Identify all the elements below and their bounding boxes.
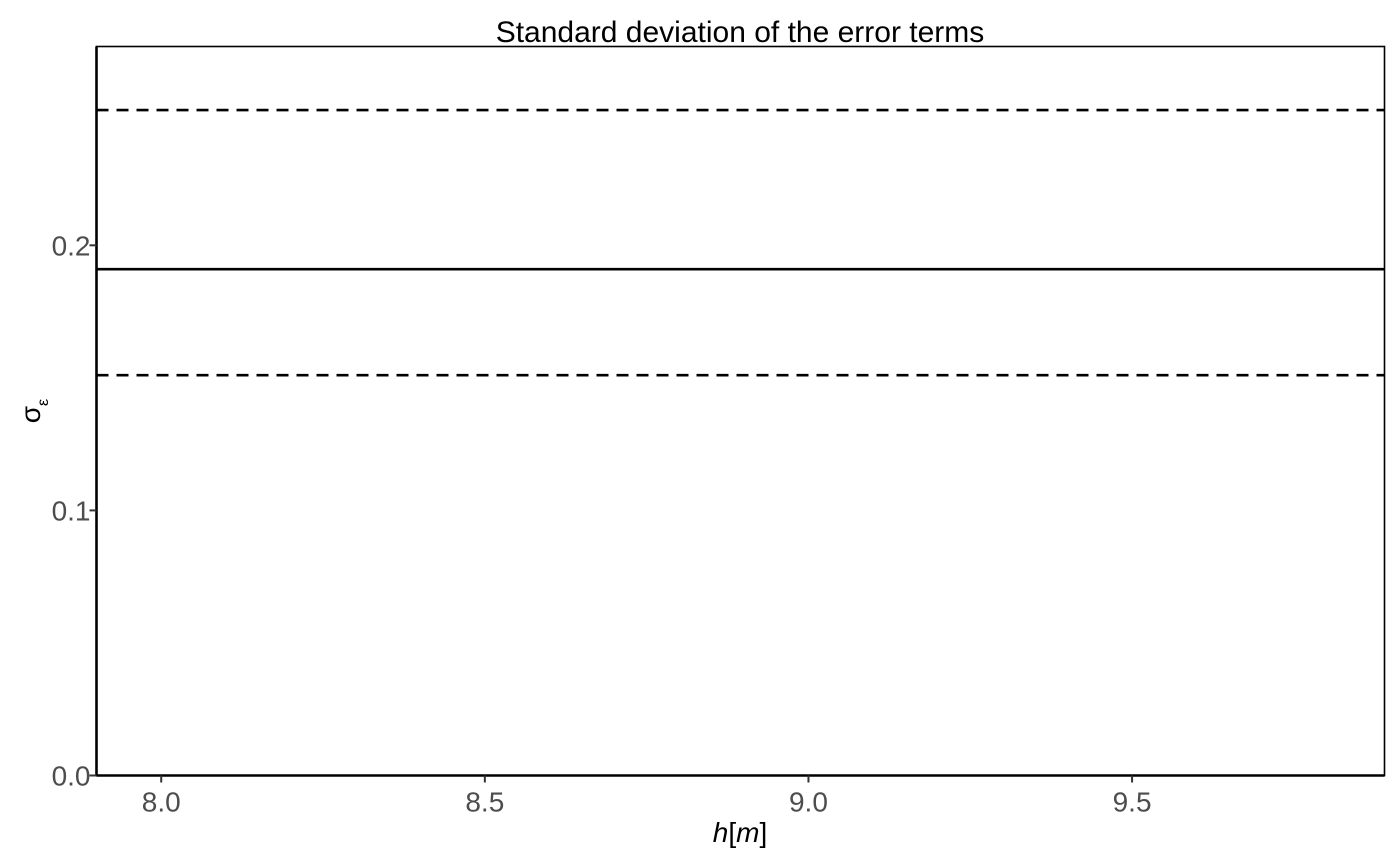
series-layer bbox=[96, 108, 1385, 377]
x-tick-label: 9.5 bbox=[1113, 787, 1152, 818]
x-axis-unit: m bbox=[736, 817, 759, 848]
x-tick-label: 9.0 bbox=[789, 787, 828, 818]
y-axis-label: σε bbox=[15, 399, 52, 423]
x-tick-label: 8.5 bbox=[465, 787, 504, 818]
y-tick-label: 0.0 bbox=[52, 761, 91, 792]
y-axis-ticks: 0.0 0.1 0.2 bbox=[52, 230, 97, 792]
y-axis-symbol: σ bbox=[15, 406, 46, 423]
y-tick-label: 0.2 bbox=[52, 230, 91, 261]
chart-title: Standard deviation of the error terms bbox=[496, 16, 985, 49]
x-axis-open-bracket: [ bbox=[728, 817, 736, 848]
x-axis-close-bracket: ] bbox=[759, 817, 767, 848]
x-tick-label: 8.0 bbox=[142, 787, 181, 818]
panel-border bbox=[95, 45, 1386, 777]
x-axis-variable: h bbox=[713, 817, 729, 848]
x-axis-label: h[m] bbox=[713, 817, 767, 848]
y-tick-label: 0.1 bbox=[52, 495, 91, 526]
x-axis-ticks: 8.0 8.5 9.0 9.5 bbox=[142, 775, 1152, 818]
plot-area bbox=[95, 45, 1386, 777]
y-axis-subscript: ε bbox=[35, 399, 52, 406]
